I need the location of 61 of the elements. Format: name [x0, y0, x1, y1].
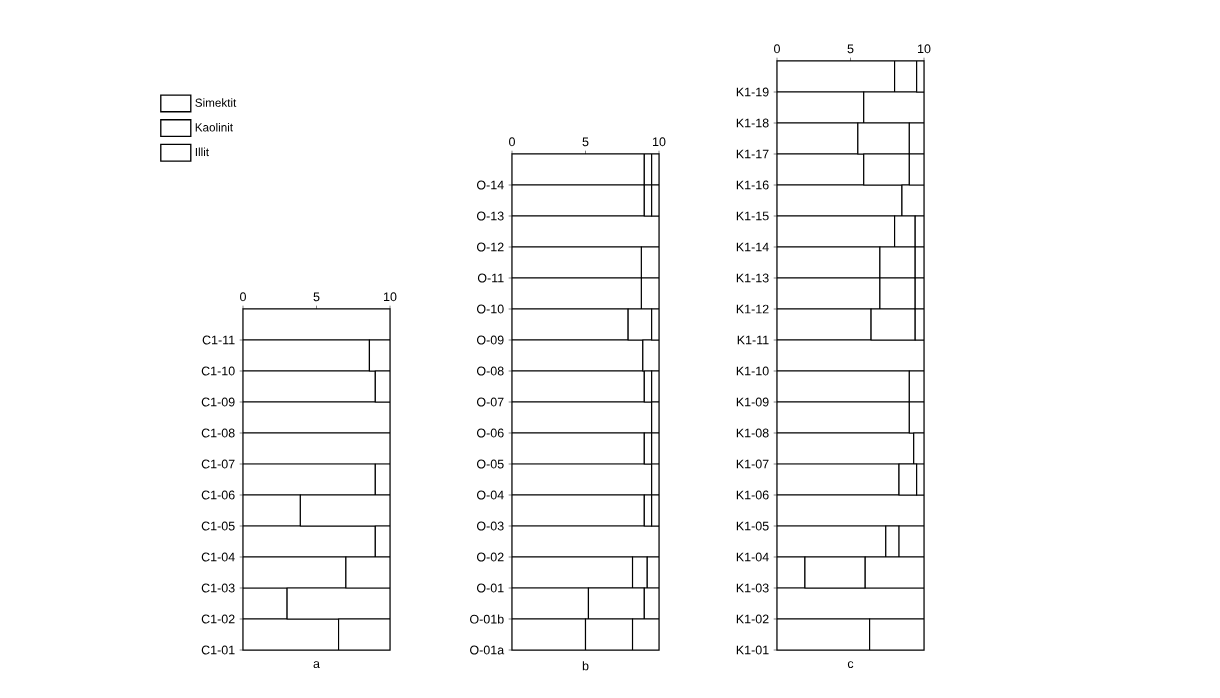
- y-tick-label: K1-04: [736, 552, 769, 562]
- y-tick-label: O-11: [477, 273, 504, 283]
- y-tick-label: O-10: [476, 304, 504, 314]
- x-tick-label: 5: [313, 292, 320, 302]
- x-tick-label: 5: [847, 44, 854, 54]
- y-tick-label: K1-08: [736, 428, 769, 438]
- y-tick-label: K1-06: [736, 490, 769, 500]
- x-tick-label: 5: [582, 137, 589, 147]
- y-tick-label: C1-10: [201, 366, 235, 376]
- x-axis-title: c: [847, 661, 854, 669]
- y-tick-label: O-06: [476, 428, 504, 438]
- y-tick-label: O-02: [476, 552, 504, 562]
- y-tick-label: O-01a: [470, 645, 505, 655]
- y-tick-label: C1-07: [201, 459, 235, 469]
- y-tick-label: C1-08: [201, 428, 235, 438]
- y-tick-label: C1-02: [201, 614, 235, 624]
- y-tick-label: K1-16: [736, 180, 769, 190]
- legend-label: Kaolinit: [195, 122, 233, 132]
- y-tick-label: O-08: [476, 366, 504, 376]
- y-tick-label: K1-12: [736, 304, 769, 314]
- y-tick-label: O-01b: [470, 614, 504, 624]
- y-tick-label: K1-10: [736, 366, 769, 376]
- y-tick-label: C1-06: [201, 490, 235, 500]
- y-tick-label: K1-19: [736, 87, 769, 97]
- x-tick-label: 10: [917, 44, 931, 54]
- x-tick-label: 0: [774, 44, 780, 54]
- x-tick-label: 10: [652, 137, 666, 147]
- y-tick-label: O-01: [476, 583, 504, 593]
- y-tick-label: O-13: [476, 211, 504, 221]
- y-tick-label: C1-03: [201, 583, 235, 593]
- y-tick-label: C1-11: [202, 335, 235, 345]
- x-axis-title: a: [313, 661, 320, 669]
- y-tick-label: K1-05: [736, 521, 769, 531]
- y-tick-label: C1-04: [201, 552, 235, 562]
- x-tick-label: 0: [509, 137, 515, 147]
- x-axis-title: b: [582, 661, 589, 671]
- y-tick-label: K1-15: [736, 211, 769, 221]
- y-tick-label: K1-02: [736, 614, 769, 624]
- y-tick-label: K1-17: [736, 149, 769, 159]
- y-tick-label: O-03: [476, 521, 504, 531]
- y-tick-label: O-14: [476, 180, 504, 190]
- legend-label: Simektit: [195, 98, 237, 107]
- y-tick-label: K1-11: [737, 335, 769, 345]
- y-tick-label: O-09: [476, 335, 504, 345]
- y-tick-label: C1-09: [201, 397, 235, 407]
- y-tick-label: O-04: [476, 490, 504, 500]
- y-tick-label: K1-14: [736, 242, 769, 252]
- y-tick-label: K1-07: [736, 459, 769, 469]
- y-tick-label: C1-01: [201, 645, 235, 655]
- y-tick-label: K1-03: [736, 583, 769, 593]
- y-tick-label: K1-01: [736, 645, 769, 655]
- y-tick-label: O-12: [476, 242, 504, 252]
- x-tick-label: 0: [240, 292, 246, 302]
- y-tick-label: K1-09: [736, 397, 769, 407]
- x-tick-label: 10: [383, 292, 397, 302]
- y-tick-label: K1-13: [736, 273, 769, 283]
- y-tick-label: O-07: [476, 397, 504, 407]
- y-tick-label: K1-18: [736, 118, 769, 128]
- legend-label: Illit: [195, 147, 209, 157]
- y-tick-label: O-05: [476, 459, 504, 469]
- y-tick-label: C1-05: [201, 521, 235, 531]
